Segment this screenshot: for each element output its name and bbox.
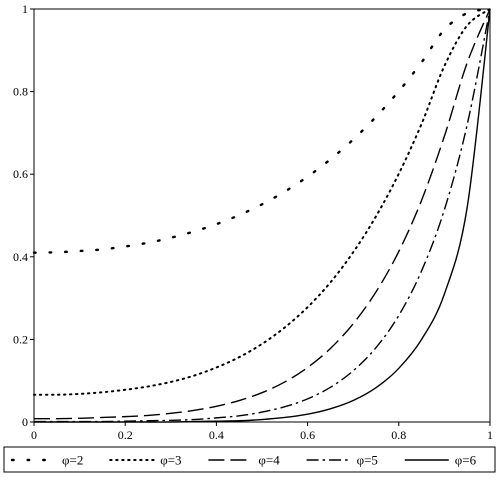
x-tick-label: 0.4 (209, 428, 224, 442)
series-line-5 (33, 8, 491, 423)
y-tick-label: 0.8 (13, 85, 28, 99)
axes: 0 0.2 0.4 0.6 0.8 1 0 0.2 0.4 0.6 0.8 1 (13, 2, 493, 442)
y-tick-label: 0.2 (13, 332, 28, 346)
x-tick-label: 1 (487, 428, 493, 442)
y-tick-label: 1 (22, 2, 28, 16)
series-line-1 (32, 7, 492, 254)
y-tick-label: 0.4 (13, 250, 28, 264)
x-tick-label: 0.8 (391, 428, 406, 442)
x-tick-label: 0.2 (118, 428, 133, 442)
legend-label-5: φ=6 (455, 453, 477, 468)
legend-label-1: φ=2 (62, 453, 83, 468)
series-line-3 (33, 8, 491, 420)
legend-label-2: φ=3 (160, 453, 181, 468)
x-tick-label: 0 (31, 428, 37, 442)
x-tick-label: 0.6 (300, 428, 315, 442)
plot-area (33, 8, 491, 423)
legend: φ=2 φ=3 φ=4 φ=5 φ=6 (3, 446, 496, 473)
series-line-4 (34, 8, 491, 423)
plot-frame (33, 8, 491, 423)
legend-label-4: φ=5 (357, 453, 378, 468)
y-tick-label: 0 (22, 415, 28, 429)
legend-label-3: φ=4 (258, 453, 280, 468)
series-layer (32, 7, 492, 423)
y-tick-label: 0.6 (13, 167, 28, 181)
